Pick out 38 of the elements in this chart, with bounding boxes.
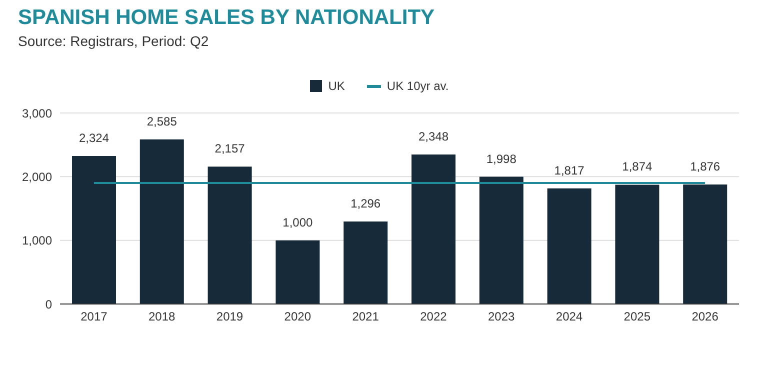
x-tick-label: 2017 (80, 310, 108, 324)
bar (344, 221, 388, 304)
data-label: 1,874 (622, 160, 653, 174)
x-tick-label: 2025 (624, 310, 651, 324)
chart-subtitle: Source: Registrars, Period: Q2 (18, 33, 209, 49)
bar (276, 240, 320, 304)
bar (547, 188, 592, 304)
data-label: 1,998 (486, 152, 517, 166)
data-label: 2,157 (214, 142, 246, 156)
data-label: 1,876 (690, 160, 720, 174)
y-tick-label: 3,000 (22, 106, 52, 120)
data-label: 2,585 (146, 114, 178, 128)
bar (412, 154, 456, 304)
x-tick-label: 2019 (216, 310, 244, 324)
data-label: 2,324 (78, 131, 110, 146)
data-label: 2,348 (418, 130, 449, 144)
y-tick-label: 1,000 (22, 234, 52, 248)
bar (72, 156, 116, 304)
data-label: 1,296 (350, 196, 381, 210)
chart-title: SPANISH HOME SALES BY NATIONALITY (18, 6, 435, 30)
bar (615, 184, 660, 304)
x-tick-label: 2022 (420, 310, 448, 324)
legend-label: UK 10yr av. (386, 79, 449, 93)
x-tick-label: 2018 (148, 310, 176, 324)
x-tick-label: 2024 (556, 310, 583, 324)
x-tick-label: 2023 (488, 310, 516, 324)
y-tick-label: 0 (45, 297, 52, 312)
x-tick-label: 2026 (692, 310, 719, 324)
bar (683, 184, 728, 304)
data-label: 1,817 (554, 163, 585, 178)
legend-label: UK (327, 79, 345, 93)
bar (479, 176, 524, 304)
bar (208, 166, 252, 304)
bar (140, 139, 184, 304)
x-tick-label: 2021 (352, 310, 380, 324)
y-tick-label: 2,000 (22, 170, 52, 184)
data-label: 1,000 (282, 215, 314, 230)
x-tick-label: 2020 (284, 310, 312, 324)
